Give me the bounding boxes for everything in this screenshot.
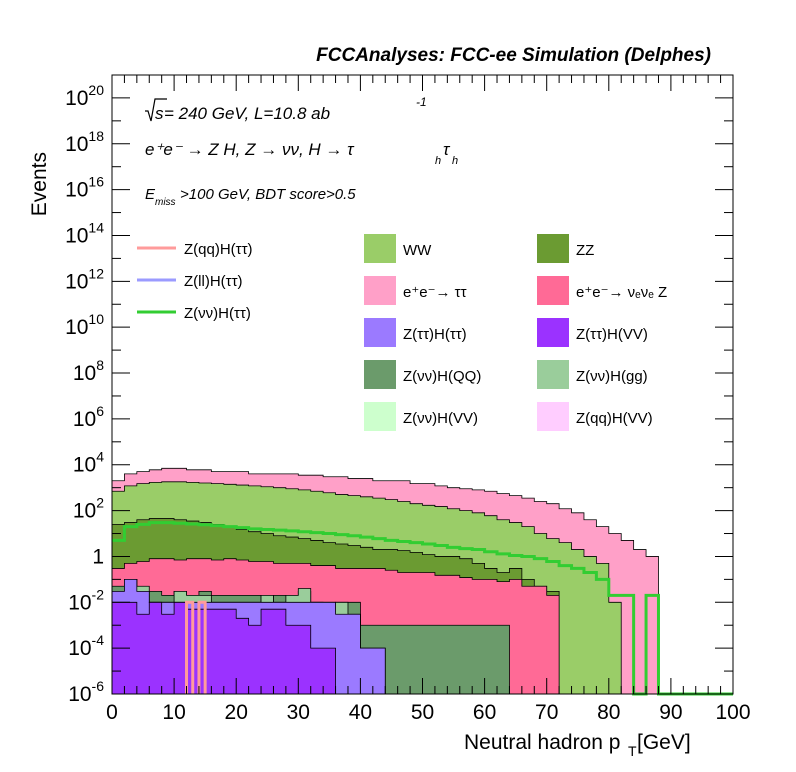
line-ZqqHtautau_line-seg-0 bbox=[185, 600, 195, 694]
y-tick-label: 1020 bbox=[65, 82, 104, 110]
y-tick-label: 1016 bbox=[65, 174, 104, 202]
x-axis-label: Neutral hadron p T [GeV] bbox=[464, 731, 691, 759]
legend-box-swatch bbox=[364, 318, 396, 347]
legend-box-label: WW bbox=[403, 242, 432, 259]
legend-box-label: ZZ bbox=[576, 242, 594, 259]
annotation-cuts: E miss >100 GeV, BDT score>0.5 bbox=[145, 186, 356, 208]
annotation-process: e⁺e⁻ → Z H, Z → νν, H → τ h τ h bbox=[145, 140, 458, 167]
legend-box-label: Z(νν)H(VV) bbox=[403, 410, 478, 427]
plot-area bbox=[111, 467, 733, 696]
legend-box-label: Z(νν)H(QQ) bbox=[403, 368, 481, 385]
annotation-sqrt-s: s bbox=[155, 104, 164, 123]
legend-box-swatch bbox=[537, 234, 569, 263]
y-tick-label: 1018 bbox=[65, 128, 104, 156]
legend: Z(qq)H(ττ) Z(ll)H(ττ) Z(νν)H(ττ) WW ZZ e⁺e⁻→ … bbox=[137, 234, 667, 431]
x-axis-label-sub: T bbox=[628, 743, 637, 759]
legend-box-swatch bbox=[537, 402, 569, 431]
x-tick-label: 10 bbox=[162, 701, 185, 724]
x-tick-label: 40 bbox=[349, 701, 372, 724]
y-tick-label: 102 bbox=[73, 495, 104, 523]
legend-box-swatch bbox=[537, 276, 569, 305]
legend-box-label: Z(ττ)H(VV) bbox=[576, 326, 648, 343]
y-tick-label: 10-6 bbox=[68, 678, 104, 706]
annotation-process-sub2: h bbox=[452, 155, 458, 167]
y-tick-label: 10-4 bbox=[68, 632, 104, 660]
legend-box-label: Z(ττ)H(ττ) bbox=[403, 326, 467, 343]
y-tick-label: 10-2 bbox=[68, 586, 104, 614]
annotation-process-tau2: τ bbox=[443, 140, 451, 159]
line-ZnunuHtautau_line bbox=[112, 521, 733, 696]
y-tick-label: 1014 bbox=[65, 219, 104, 247]
legend-line-label: Z(qq)H(ττ) bbox=[184, 241, 253, 258]
x-tick-label: 50 bbox=[411, 701, 434, 724]
y-tick-label: 106 bbox=[73, 403, 104, 431]
chart-title: FCCAnalyses: FCC-ee Simulation (Delphes) bbox=[316, 45, 711, 66]
x-tick-label: 80 bbox=[597, 701, 620, 724]
legend-line-label: Z(ll)H(ττ) bbox=[184, 273, 243, 290]
annotation-cuts-sub: miss bbox=[155, 197, 176, 208]
annotation-process-text: e⁺e⁻ → Z H, Z → νν, H → τ bbox=[145, 140, 355, 159]
x-tick-label: 90 bbox=[659, 701, 682, 724]
x-tick-label: 0 bbox=[106, 701, 118, 724]
legend-line-label: Z(νν)H(ττ) bbox=[184, 305, 251, 322]
legend-box-label: e⁺e⁻→ νₑνₑ Z bbox=[576, 284, 667, 301]
x-axis-label-main: Neutral hadron p bbox=[464, 731, 620, 754]
x-tick-label: 60 bbox=[473, 701, 496, 724]
y-tick-label: 108 bbox=[73, 357, 104, 385]
stack-ZtautauHVV bbox=[111, 601, 336, 695]
legend-box-label: Z(νν)H(gg) bbox=[576, 368, 648, 385]
y-tick-label: 104 bbox=[73, 449, 104, 477]
annotation-cuts-text: >100 GeV, BDT score>0.5 bbox=[180, 186, 356, 203]
x-axis-label-unit: [GeV] bbox=[637, 731, 691, 754]
legend-box-swatch bbox=[364, 234, 396, 263]
annotation-lumi-exp: -1 bbox=[416, 95, 427, 109]
line-ZqqHtautau_line-seg-1 bbox=[197, 600, 207, 694]
y-tick-label: 1012 bbox=[65, 265, 104, 293]
legend-box-swatch bbox=[537, 318, 569, 347]
x-tick-label: 100 bbox=[715, 701, 750, 724]
legend-box-swatch bbox=[364, 360, 396, 389]
y-axis-label: Events bbox=[28, 152, 51, 216]
annotation-energy: s = 240 GeV, L=10.8 ab -1 bbox=[145, 95, 427, 123]
annotation-energy-lumi: = 240 GeV, L=10.8 ab bbox=[164, 104, 330, 123]
y-tick-label: 1010 bbox=[65, 311, 104, 339]
annotation-process-sub1: h bbox=[435, 155, 441, 167]
annotation-cuts-e: E bbox=[145, 186, 156, 203]
legend-box-label: e⁺e⁻→ ττ bbox=[403, 284, 467, 301]
legend-box-swatch bbox=[364, 276, 396, 305]
x-tick-label: 70 bbox=[535, 701, 558, 724]
legend-box-swatch bbox=[537, 360, 569, 389]
x-tick-label: 20 bbox=[225, 701, 248, 724]
legend-box-label: Z(qq)H(VV) bbox=[576, 410, 653, 427]
legend-box-swatch bbox=[364, 402, 396, 431]
x-tick-label: 30 bbox=[287, 701, 310, 724]
axes: 0 10 20 30 40 50 60 70 80 90 10010-610-410-2110210… bbox=[65, 74, 751, 724]
y-tick-label: 1 bbox=[92, 545, 104, 568]
